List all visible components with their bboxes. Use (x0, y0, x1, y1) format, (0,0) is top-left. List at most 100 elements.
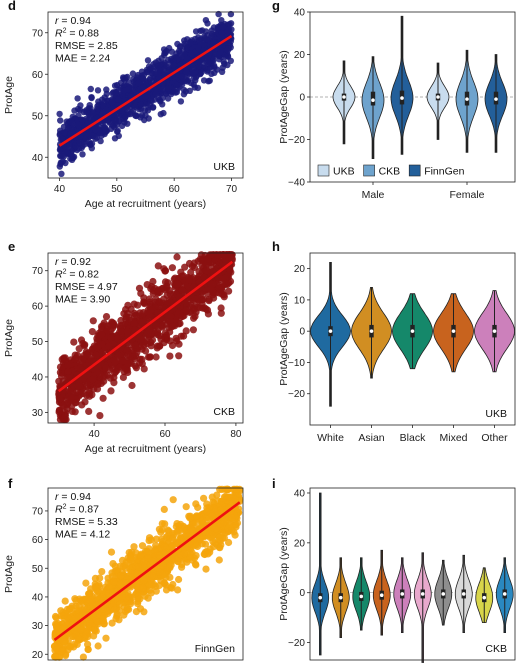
y-tick-label: −20 (288, 135, 305, 146)
y-tick-label: −10 (288, 358, 305, 369)
stat-r2-exponent: 2 (63, 28, 67, 35)
data-point (166, 352, 174, 360)
data-point (173, 54, 180, 61)
data-point (227, 10, 235, 18)
data-point (124, 106, 131, 113)
data-point (117, 572, 125, 580)
data-point (182, 503, 190, 511)
data-point (94, 380, 102, 388)
data-point (140, 365, 148, 373)
y-tick-label: 40 (32, 372, 44, 383)
data-point (215, 289, 223, 297)
data-point (135, 79, 142, 87)
data-point (201, 540, 210, 548)
data-point (142, 93, 149, 100)
data-point (60, 638, 68, 646)
data-point (99, 605, 107, 613)
data-point (218, 497, 226, 505)
y-tick-label: 20 (294, 50, 306, 61)
data-point (142, 112, 149, 119)
data-point (180, 86, 188, 94)
data-point (90, 110, 97, 117)
data-point (145, 326, 153, 334)
data-point (179, 272, 187, 280)
legend-swatch (363, 164, 375, 177)
data-point (78, 116, 86, 123)
y-tick-label: 10 (294, 295, 306, 306)
x-tick-label: 40 (89, 429, 101, 440)
data-point (217, 309, 225, 317)
y-tick-label: 30 (32, 621, 44, 632)
data-point (204, 66, 211, 74)
data-point (208, 33, 215, 40)
data-point (185, 277, 193, 285)
y-tick-label: 50 (32, 564, 44, 575)
data-point (85, 131, 93, 139)
data-point (70, 338, 78, 346)
data-point (176, 537, 184, 545)
data-point (98, 96, 106, 103)
y-tick-label: 60 (32, 70, 44, 81)
stat-r: r = 0.94 (55, 491, 91, 503)
data-point (164, 95, 172, 102)
y-tick-label: 0 (299, 588, 305, 599)
data-point (97, 137, 104, 145)
data-point (150, 78, 157, 85)
data-point (107, 387, 115, 395)
data-point (61, 129, 68, 136)
x-tick-label: 60 (169, 184, 181, 195)
data-point (154, 329, 162, 337)
data-point (160, 579, 168, 587)
x-category-label: Male (362, 189, 385, 201)
violin-median (436, 95, 440, 99)
data-point (88, 145, 96, 152)
data-point (69, 119, 76, 127)
data-point (82, 579, 90, 587)
data-point (88, 140, 96, 147)
data-point (168, 341, 177, 350)
data-point (224, 485, 232, 494)
data-point (167, 313, 175, 321)
data-point (140, 299, 148, 307)
data-point (128, 381, 136, 390)
data-point (148, 572, 156, 580)
stat-r2: R2 = 0.87 (55, 504, 99, 516)
data-point (160, 505, 168, 513)
data-point (102, 313, 111, 321)
data-point (71, 408, 79, 416)
data-point (115, 352, 123, 360)
data-point (64, 367, 72, 375)
data-point (173, 253, 181, 261)
data-point (154, 70, 161, 78)
data-point (140, 576, 148, 584)
data-point (154, 286, 162, 294)
x-axis-label: Age at recruitment (years) (85, 198, 206, 210)
data-point (119, 107, 126, 114)
regression-line (53, 501, 241, 641)
data-point (91, 626, 99, 635)
data-point (117, 327, 125, 335)
data-point (140, 84, 147, 91)
scatter-points (50, 485, 244, 661)
data-point (55, 408, 63, 416)
data-point (106, 374, 114, 382)
data-point (74, 634, 82, 642)
data-point (70, 615, 78, 623)
violin-median (461, 592, 466, 596)
data-point (147, 536, 155, 544)
data-point (182, 544, 190, 552)
data-point (165, 67, 173, 74)
y-tick-label: 0 (299, 93, 305, 104)
data-point (64, 124, 72, 132)
data-point (157, 111, 164, 118)
data-point (59, 402, 67, 410)
data-point (88, 328, 96, 336)
y-axis-label: ProtAge (3, 555, 15, 593)
data-point (142, 347, 150, 355)
data-point (155, 552, 163, 560)
data-point (208, 268, 217, 276)
data-point (225, 538, 233, 547)
data-point (181, 263, 189, 271)
data-point (202, 517, 211, 525)
